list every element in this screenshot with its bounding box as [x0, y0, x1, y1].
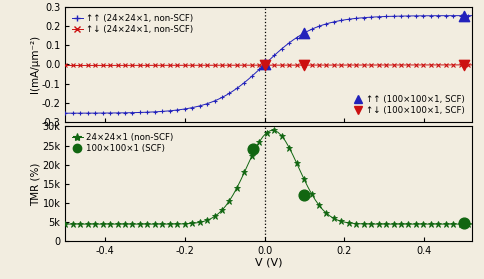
Point — [460, 221, 468, 225]
Point — [249, 147, 257, 152]
Point — [301, 63, 308, 67]
Point — [301, 31, 308, 35]
Y-axis label: I(mA/μm⁻²): I(mA/μm⁻²) — [30, 35, 40, 93]
Point — [460, 13, 468, 18]
Legend: ↑↑ (100×100×1, SCF), ↑↓ (100×100×1, SCF): ↑↑ (100×100×1, SCF), ↑↓ (100×100×1, SCF) — [350, 93, 468, 117]
Point — [460, 63, 468, 67]
Point — [301, 193, 308, 198]
Point — [261, 62, 269, 67]
Y-axis label: TMR (%): TMR (%) — [31, 162, 41, 206]
X-axis label: V (V): V (V) — [255, 258, 282, 268]
Legend: 24×24×1 (non-SCF), 100×100×1 (SCF): 24×24×1 (non-SCF), 100×100×1 (SCF) — [70, 131, 176, 156]
Point — [261, 63, 269, 68]
